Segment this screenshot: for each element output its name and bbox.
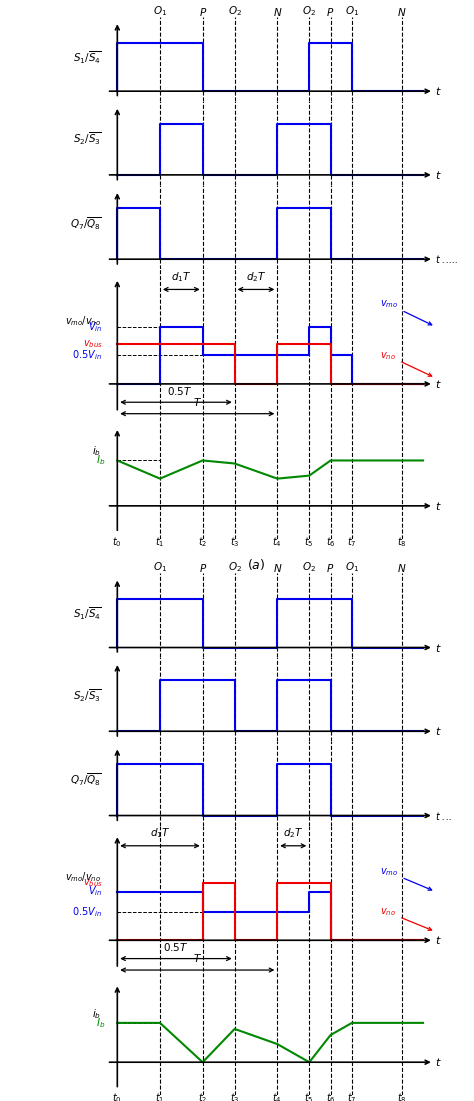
Text: $O_1$: $O_1$ — [153, 4, 167, 18]
Text: $S_1/\overline{S_4}$: $S_1/\overline{S_4}$ — [73, 606, 101, 622]
Text: $d_2T$: $d_2T$ — [283, 826, 303, 840]
Text: $t_4$: $t_4$ — [273, 535, 282, 548]
Text: $t_3$: $t_3$ — [230, 535, 239, 548]
Text: $0.5T$: $0.5T$ — [167, 384, 192, 396]
Text: $O_1$: $O_1$ — [345, 4, 359, 18]
Text: $I_b$: $I_b$ — [96, 1016, 105, 1029]
Text: $v_{mo}/v_{no}$: $v_{mo}/v_{no}$ — [65, 871, 101, 884]
Text: $i_b$: $i_b$ — [92, 1007, 101, 1021]
Text: $t$: $t$ — [436, 168, 442, 181]
Text: $t_6$: $t_6$ — [326, 1091, 336, 1101]
Text: $O_2$: $O_2$ — [228, 4, 242, 18]
Text: $t_5$: $t_5$ — [304, 535, 314, 548]
Text: $d_2T$: $d_2T$ — [246, 270, 266, 284]
Text: $t_6$: $t_6$ — [326, 535, 336, 548]
Text: $t_8$: $t_8$ — [397, 535, 407, 548]
Text: $v_{mo}$: $v_{mo}$ — [380, 298, 432, 325]
Text: $P$: $P$ — [327, 563, 335, 575]
Text: $N$: $N$ — [397, 563, 407, 575]
Text: $S_1/\overline{S_4}$: $S_1/\overline{S_4}$ — [73, 50, 101, 66]
Text: $O_1$: $O_1$ — [345, 560, 359, 575]
Text: $t_8$: $t_8$ — [397, 1091, 407, 1101]
Text: $0.5V_{in}$: $0.5V_{in}$ — [73, 348, 102, 362]
Text: $P$: $P$ — [327, 6, 335, 18]
Text: $N$: $N$ — [273, 6, 282, 18]
Text: $v_{bus}$: $v_{bus}$ — [82, 338, 102, 350]
Text: $(a)$: $(a)$ — [247, 557, 265, 573]
Text: $d_1T$: $d_1T$ — [171, 270, 191, 284]
Text: $t_0$: $t_0$ — [112, 1091, 122, 1101]
Text: $O_2$: $O_2$ — [228, 560, 242, 575]
Text: $t$: $t$ — [436, 726, 442, 738]
Text: $P$: $P$ — [199, 6, 207, 18]
Text: $t$: $t$ — [436, 85, 442, 97]
Text: $Q_7/\overline{Q_8}$: $Q_7/\overline{Q_8}$ — [70, 772, 101, 788]
Text: $t$: $t$ — [436, 1056, 442, 1068]
Text: $t_1$: $t_1$ — [155, 535, 164, 548]
Text: $0.5V_{in}$: $0.5V_{in}$ — [73, 905, 102, 918]
Text: $t$: $t$ — [436, 935, 442, 946]
Text: $t_4$: $t_4$ — [273, 1091, 282, 1101]
Text: $0.5T$: $0.5T$ — [163, 941, 189, 952]
Text: $t_1$: $t_1$ — [155, 1091, 164, 1101]
Text: $O_2$: $O_2$ — [302, 4, 316, 18]
Text: $S_2/\overline{S_3}$: $S_2/\overline{S_3}$ — [73, 687, 101, 704]
Text: $N$: $N$ — [273, 563, 282, 575]
Text: $t$: $t$ — [436, 378, 442, 390]
Text: $t_5$: $t_5$ — [304, 1091, 314, 1101]
Text: $t$ .....: $t$ ..... — [436, 253, 459, 265]
Text: $t_7$: $t_7$ — [347, 535, 357, 548]
Text: $P$: $P$ — [199, 563, 207, 575]
Text: $t_7$: $t_7$ — [347, 1091, 357, 1101]
Text: $V_{in}$: $V_{in}$ — [88, 319, 102, 334]
Text: $v_{no}$: $v_{no}$ — [380, 350, 432, 377]
Text: $v_{bus}$: $v_{bus}$ — [82, 877, 102, 889]
Text: $O_2$: $O_2$ — [302, 560, 316, 575]
Text: $S_2/\overline{S_3}$: $S_2/\overline{S_3}$ — [73, 131, 101, 148]
Text: $t_0$: $t_0$ — [112, 535, 122, 548]
Text: $T$: $T$ — [193, 952, 202, 964]
Text: $t_2$: $t_2$ — [198, 1091, 207, 1101]
Text: $O_1$: $O_1$ — [153, 560, 167, 575]
Text: $t_3$: $t_3$ — [230, 1091, 239, 1101]
Text: $T$: $T$ — [193, 396, 202, 408]
Text: $t_2$: $t_2$ — [198, 535, 207, 548]
Text: $v_{no}$: $v_{no}$ — [380, 906, 432, 930]
Text: $v_{mo}/v_{no}$: $v_{mo}/v_{no}$ — [65, 314, 101, 328]
Text: $V_{in}$: $V_{in}$ — [88, 885, 102, 898]
Text: $i_b$: $i_b$ — [92, 445, 101, 458]
Text: $I_b$: $I_b$ — [96, 454, 105, 467]
Text: $d_1T$: $d_1T$ — [150, 826, 170, 840]
Text: $t$: $t$ — [436, 642, 442, 654]
Text: $Q_7/\overline{Q_8}$: $Q_7/\overline{Q_8}$ — [70, 215, 101, 231]
Text: $N$: $N$ — [397, 6, 407, 18]
Text: $t$: $t$ — [436, 500, 442, 512]
Text: $v_{mo}$: $v_{mo}$ — [380, 866, 432, 891]
Text: $t$ ...: $t$ ... — [436, 809, 452, 821]
